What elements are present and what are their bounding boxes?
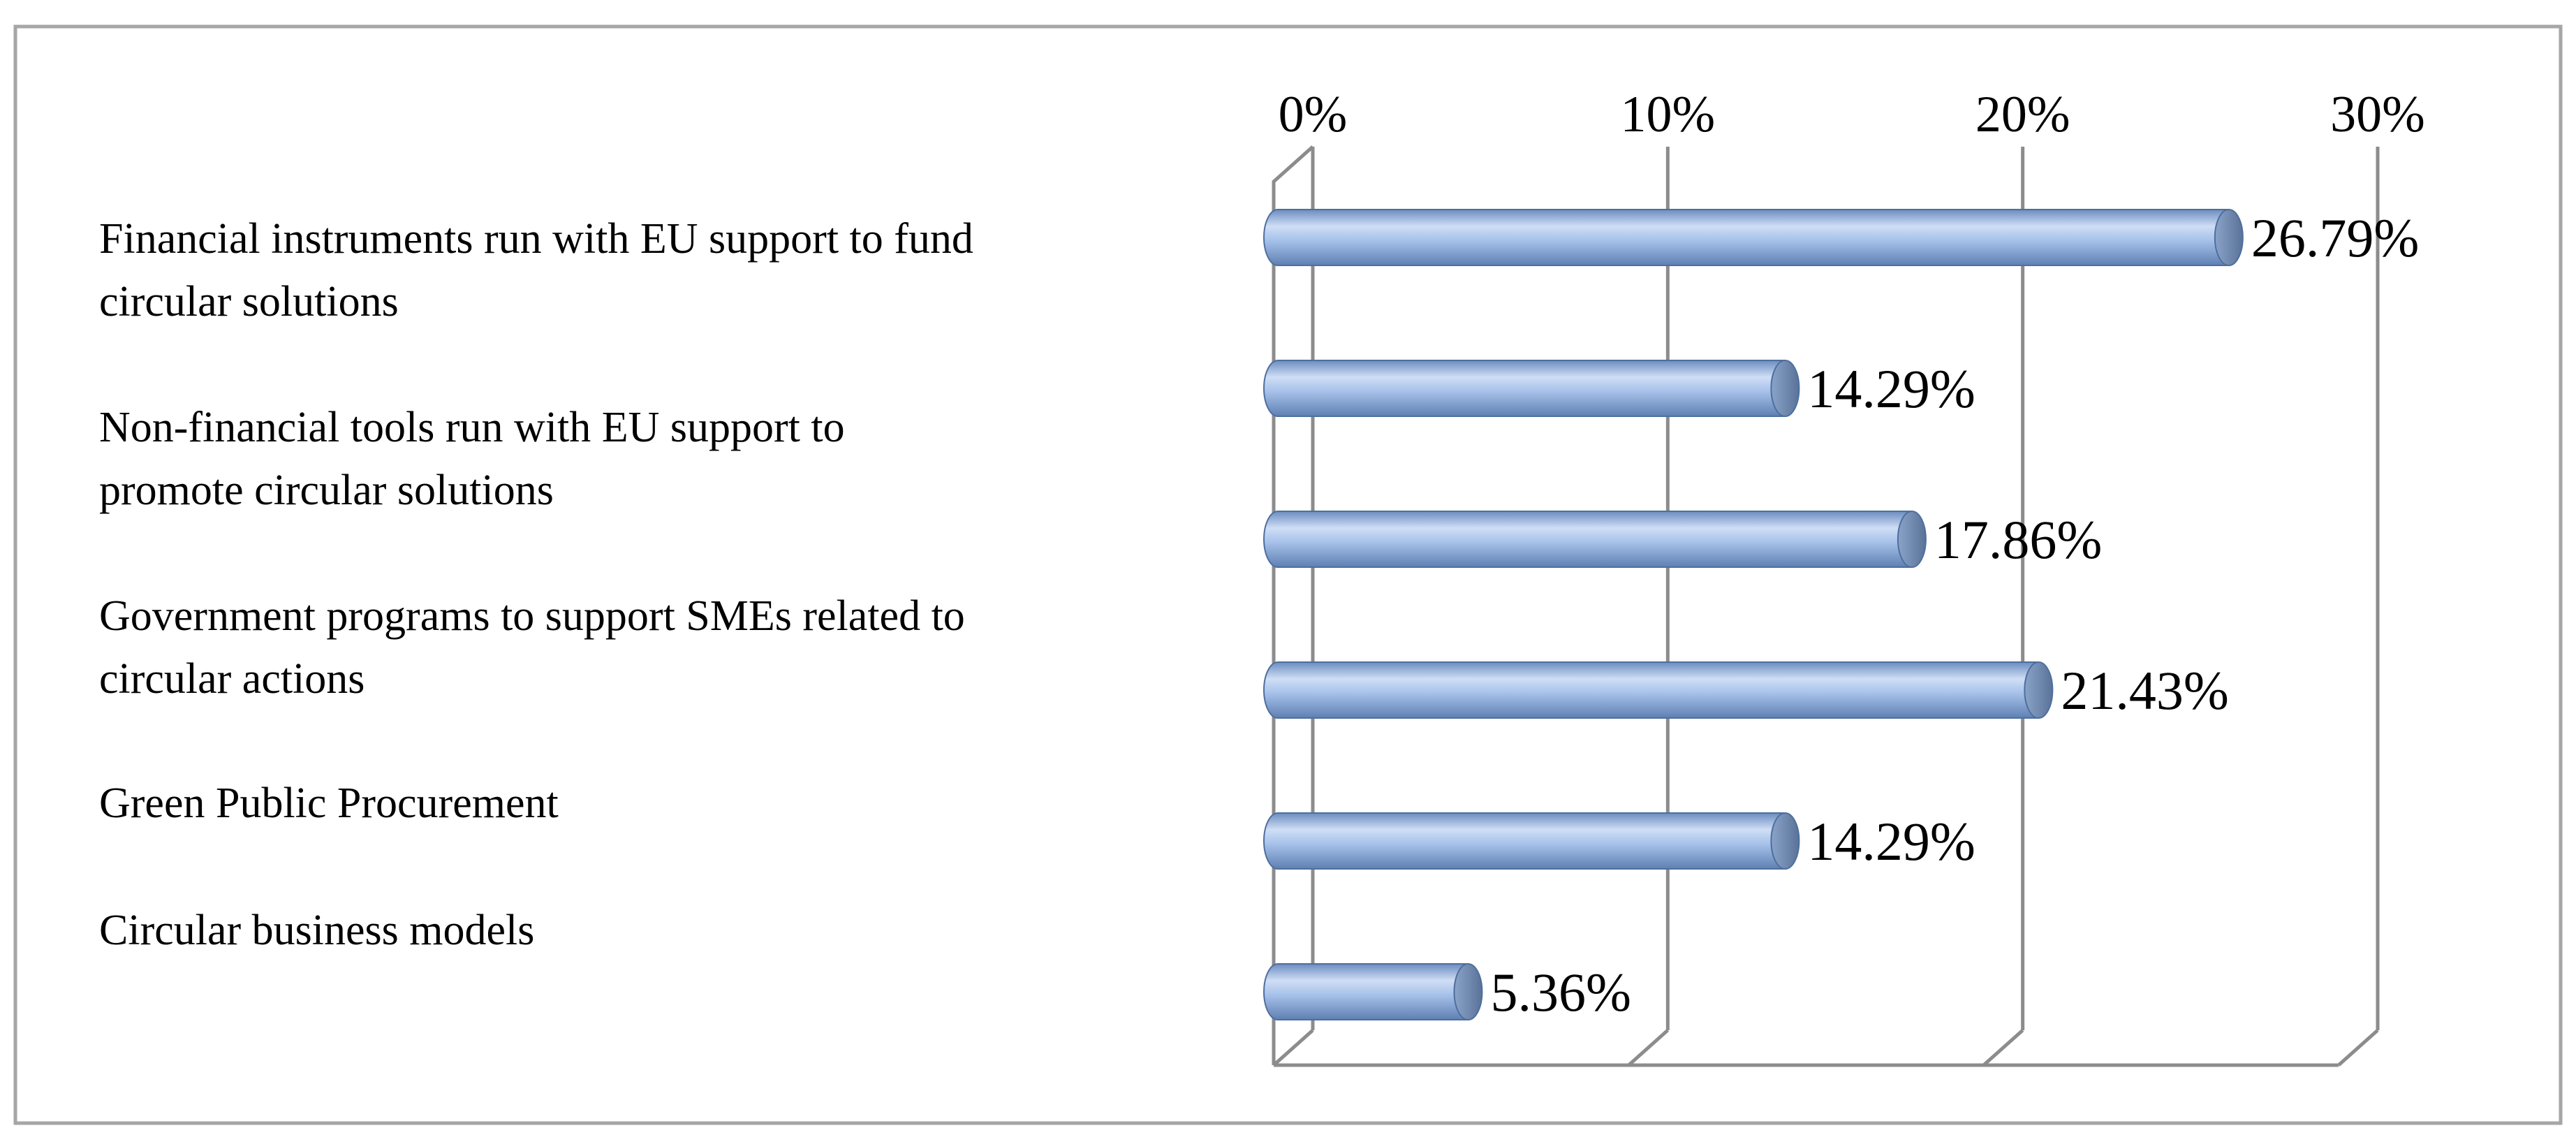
bar-end-cap-4 [1770, 812, 1800, 870]
bars [1263, 209, 2244, 1020]
floor-gridline-2 [1982, 1029, 2024, 1067]
category-label-line: Non-financial tools run with EU support … [99, 404, 845, 451]
category-label-4: Circular business models [99, 907, 534, 954]
floor-gridline-0 [1272, 1029, 1314, 1067]
value-label-2: 17.86% [1934, 509, 2102, 570]
chart-frame [13, 24, 2563, 1125]
bar-end-cap-5 [1453, 963, 1483, 1020]
bar-body-5 [1263, 963, 1469, 1020]
category-label-2: Government programs to support SMEs rela… [99, 592, 965, 703]
value-labels: 26.79% 14.29% 17.86% 21.43% 14.29% 5.36% [1490, 207, 2419, 1023]
value-label-1: 14.29% [1807, 358, 1975, 419]
category-labels: Financial instruments run with EU suppor… [99, 215, 973, 954]
x-tick-label-1: 10% [1621, 86, 1716, 143]
bar-end-cap-2 [1897, 511, 1927, 568]
x-axis-tick-labels: 0% 10% 20% 30% [1279, 86, 2425, 143]
bar-body-4 [1263, 812, 1786, 870]
value-label-5: 5.36% [1490, 962, 1631, 1023]
category-label-line: Circular business models [99, 907, 534, 954]
x-tick-label-2: 20% [1975, 86, 2070, 143]
bar-end-cap-3 [2024, 661, 2054, 719]
category-label-line: circular actions [99, 655, 365, 703]
category-label-line: Government programs to support SMEs rela… [99, 592, 965, 640]
category-label-1: Non-financial tools run with EU support … [99, 404, 845, 514]
category-label-line: Financial instruments run with EU suppor… [99, 215, 973, 263]
category-label-line: circular solutions [99, 278, 399, 325]
bar-5 [1263, 963, 1483, 1020]
category-label-0: Financial instruments run with EU suppor… [99, 215, 973, 325]
x-tick-label-0: 0% [1279, 86, 1348, 143]
bar-body-1 [1263, 360, 1786, 417]
left-wall [1272, 145, 1314, 1065]
category-label-3: Green Public Procurement [99, 779, 559, 827]
bar-end-cap-0 [2214, 209, 2244, 266]
value-label-3: 21.43% [2061, 660, 2228, 721]
value-label-4: 14.29% [1807, 811, 1975, 872]
bar-body-2 [1263, 511, 1913, 568]
category-label-line: Green Public Procurement [99, 779, 559, 827]
bar-3 [1263, 661, 2054, 719]
bar-2 [1263, 511, 1927, 568]
floor-gridline-1 [1627, 1029, 1669, 1067]
value-label-0: 26.79% [2251, 207, 2419, 268]
bar-body-0 [1263, 209, 2230, 266]
bar-4 [1263, 812, 1800, 870]
x-tick-label-3: 30% [2330, 86, 2425, 143]
category-label-line: promote circular solutions [99, 467, 554, 514]
bar-0 [1263, 209, 2244, 266]
bar-end-cap-1 [1770, 360, 1800, 417]
bar-body-3 [1263, 661, 2040, 719]
gridlines [1272, 145, 2380, 1067]
floor-gridline-3 [2337, 1029, 2379, 1067]
bar-1 [1263, 360, 1800, 417]
